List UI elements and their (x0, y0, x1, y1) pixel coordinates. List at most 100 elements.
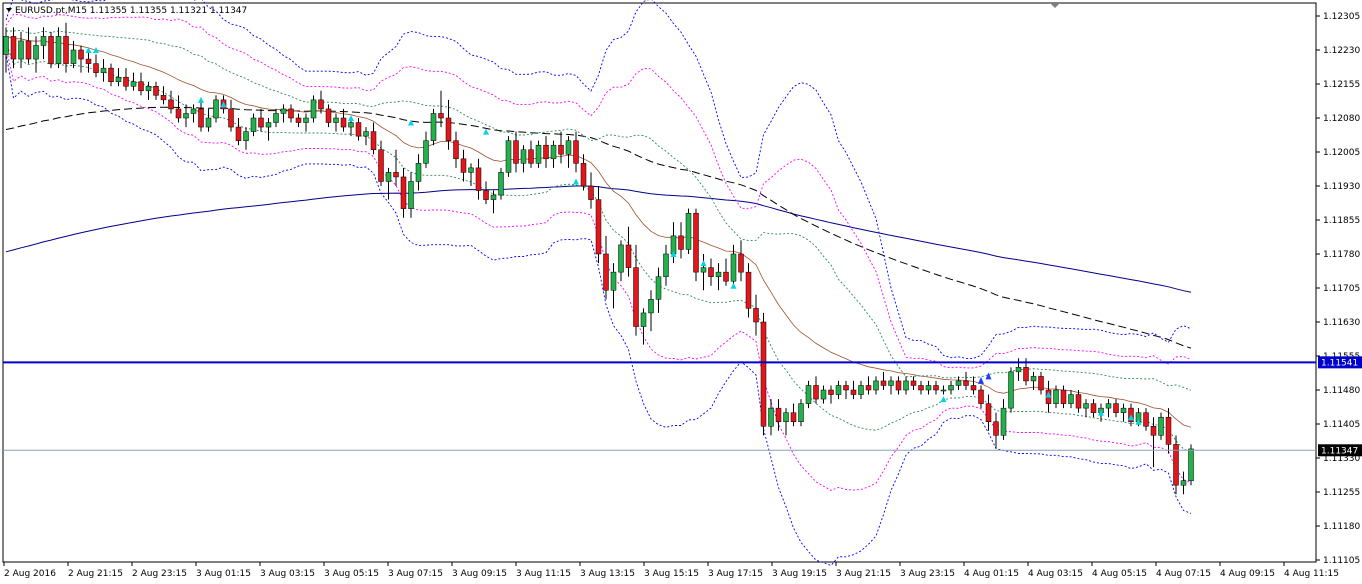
candle-body (543, 144, 549, 160)
candle-body (18, 40, 24, 60)
time-axis[interactable]: 2 Aug 2016 2 Aug 21:15 2 Aug 23:15 3 Aug 01… (3, 562, 1339, 579)
time-tick-label: 3 Aug 07:15 (388, 569, 443, 579)
candle-body (685, 212, 692, 250)
candle-body (280, 108, 287, 114)
candle-body (108, 67, 114, 82)
candle-body (1165, 416, 1172, 445)
candle-body (528, 149, 534, 164)
candle-body (363, 131, 369, 137)
candle-body (490, 194, 497, 200)
candle-body (288, 108, 294, 119)
signal-arrow-icon (408, 119, 414, 126)
candle-body (790, 412, 797, 422)
candle-body (858, 385, 864, 395)
candle-body (483, 190, 489, 200)
price-tick-label: 1.11630 (1323, 318, 1360, 328)
price-tick-label: 1.11855 (1323, 216, 1360, 226)
candle-body (843, 385, 849, 391)
candle-body (378, 149, 384, 182)
candle-body (813, 385, 819, 400)
price-axis[interactable]: 1.12305 1.12230 1.12155 1.12080 1.12005 1.119… (1316, 12, 1362, 566)
candle-body (648, 299, 654, 314)
candle-body (70, 49, 77, 64)
candle-body (85, 58, 92, 64)
candle-body (130, 81, 137, 87)
candle-body (798, 403, 804, 422)
candle-body (693, 212, 699, 273)
candle-body (460, 158, 467, 173)
candle-body (820, 389, 827, 400)
candle-body (498, 172, 504, 196)
candle-body (1008, 371, 1014, 409)
signal-arrow-icon (1128, 414, 1134, 421)
signal-arrow-icon (93, 47, 99, 53)
candle-body (730, 253, 737, 282)
chart-title: EURUSD.pt,M15 1.11355 1.11355 1.11321 1.… (15, 6, 247, 16)
chart-menu-triangle-icon[interactable] (6, 8, 12, 12)
candle-body (1000, 407, 1007, 436)
candle-body (985, 403, 992, 422)
signal-arrow-icon (700, 260, 707, 267)
signal-arrow-icon (483, 128, 489, 135)
signal-arrow-icon (1098, 409, 1104, 416)
candle-body (1188, 448, 1194, 481)
price-tick-label: 1.11105 (1323, 556, 1360, 566)
candle-body (520, 149, 527, 164)
candle-body (175, 108, 182, 119)
price-tick-label: 1.11255 (1323, 488, 1360, 498)
candle-body (955, 380, 962, 386)
signal-arrow-icon (573, 178, 579, 185)
candle-body (603, 253, 609, 291)
time-tick-label: 3 Aug 17:15 (708, 569, 763, 579)
band-outer-upper-line (5, 0, 1192, 359)
candle-body (310, 99, 317, 119)
candle-body (100, 67, 107, 73)
band-outer-lower-line (5, 52, 1192, 567)
candle-body (1173, 444, 1179, 486)
price-tick-label: 1.11930 (1323, 182, 1360, 192)
candle-body (580, 163, 587, 187)
candle-body (235, 126, 242, 141)
candle-body (430, 113, 437, 141)
candle-body (783, 412, 789, 422)
price-tick-label: 1.12080 (1323, 114, 1360, 124)
candle-body (918, 385, 924, 391)
signal-arrow-icon (940, 396, 947, 403)
candle-body (250, 117, 257, 132)
candle-body (258, 117, 264, 128)
ma-fast-line (5, 36, 1192, 428)
horizontal-lines[interactable] (3, 361, 1316, 451)
candle-body (1120, 407, 1127, 413)
candle-body (625, 244, 632, 268)
candle-body (1068, 394, 1074, 404)
candle-body (708, 267, 714, 277)
chart-shift-triangle-icon[interactable] (1050, 3, 1060, 8)
candle-body (535, 144, 542, 164)
time-tick-label: 3 Aug 03:15 (260, 569, 315, 579)
candle-body (558, 144, 564, 155)
time-tick-label: 3 Aug 01:15 (196, 569, 251, 579)
candle-body (438, 113, 444, 119)
time-tick-label: 4 Aug 03:15 (1028, 569, 1083, 579)
candle-body (3, 36, 9, 55)
candle-body (213, 99, 219, 119)
candle-body (400, 176, 407, 209)
candle-body (190, 108, 197, 114)
candle-body (940, 389, 947, 392)
band-inner-upper-line (6, 29, 1192, 391)
candle-body (183, 113, 189, 119)
candle-body (340, 117, 347, 128)
candle-body (198, 108, 204, 128)
bid-price-label-bg (1318, 444, 1362, 457)
candle-body (1060, 389, 1067, 404)
candle-body (78, 49, 84, 60)
candle-body (573, 140, 579, 164)
candle-body (475, 167, 482, 191)
candle-body (738, 253, 744, 273)
candle-body (1038, 376, 1044, 391)
candle-body (888, 380, 894, 386)
signal-markers (85, 47, 1142, 425)
time-tick-label: 2 Aug 2016 (4, 569, 56, 579)
